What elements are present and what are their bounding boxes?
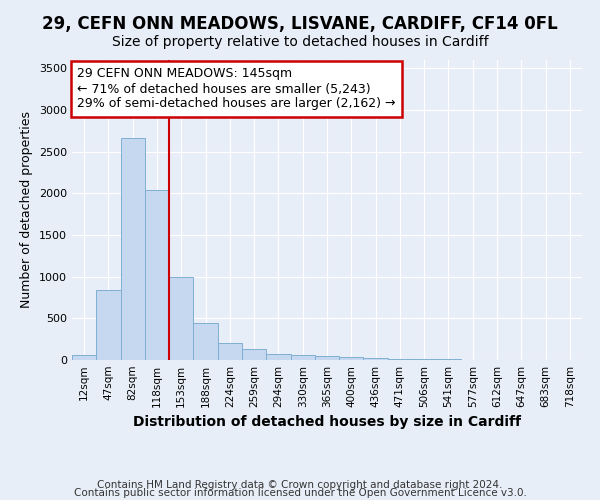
Text: Contains public sector information licensed under the Open Government Licence v3: Contains public sector information licen… (74, 488, 526, 498)
Bar (121, 138, 145, 360)
Bar (218, 343, 242, 360)
Text: Size of property relative to detached houses in Cardiff: Size of property relative to detached ho… (112, 35, 488, 49)
Bar (412, 359, 436, 360)
Bar (72, 355, 96, 360)
Bar (193, 323, 218, 360)
Text: 29, CEFN ONN MEADOWS, LISVANE, CARDIFF, CF14 0FL: 29, CEFN ONN MEADOWS, LISVANE, CARDIFF, … (42, 15, 558, 33)
X-axis label: Distribution of detached houses by size in Cardiff: Distribution of detached houses by size … (133, 416, 521, 430)
Y-axis label: Number of detached properties: Number of detached properties (20, 112, 34, 308)
Bar (315, 356, 339, 360)
Bar (339, 356, 364, 360)
Bar (290, 356, 315, 360)
Bar (169, 276, 193, 360)
Text: Contains HM Land Registry data © Crown copyright and database right 2024.: Contains HM Land Registry data © Crown c… (97, 480, 503, 490)
Text: 29 CEFN ONN MEADOWS: 145sqm
← 71% of detached houses are smaller (5,243)
29% of : 29 CEFN ONN MEADOWS: 145sqm ← 71% of det… (77, 68, 395, 110)
Bar (266, 354, 290, 360)
Bar (242, 349, 266, 360)
Bar (388, 359, 412, 360)
Bar (364, 358, 388, 360)
Bar (96, 290, 121, 360)
Bar (145, 190, 169, 360)
